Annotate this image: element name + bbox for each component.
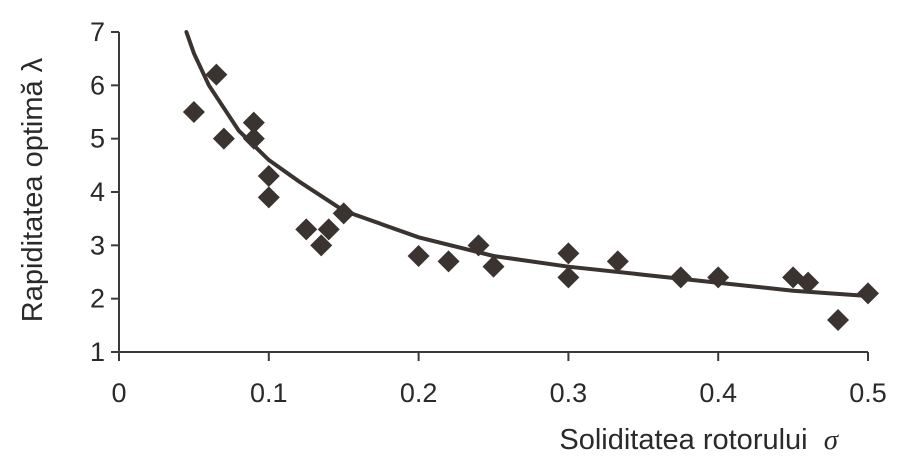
y-tick-label: 5 (90, 124, 105, 154)
x-axis-title-symbol: σ (824, 424, 840, 456)
data-point (827, 309, 849, 331)
data-point (243, 128, 265, 150)
data-point (258, 186, 280, 208)
data-point (607, 250, 629, 272)
y-tick-label: 1 (90, 337, 105, 367)
y-tick-label: 2 (90, 284, 105, 314)
trend-curve (186, 32, 868, 296)
x-axis-title: Soliditatea rotorului σ (559, 424, 839, 456)
data-point (213, 128, 235, 150)
data-point (557, 266, 579, 288)
x-tick-label: 0.1 (250, 378, 288, 408)
x-tick-label: 0.4 (699, 378, 737, 408)
data-point (408, 245, 430, 267)
x-tick-label: 0.3 (550, 378, 588, 408)
x-tick-label: 0 (111, 378, 126, 408)
data-point (183, 101, 205, 123)
data-point (258, 165, 280, 187)
data-point (670, 266, 692, 288)
x-axis-title-text: Soliditatea rotorului (559, 424, 807, 456)
y-tick-label: 6 (90, 70, 105, 100)
data-point (295, 218, 317, 240)
y-tick-label: 4 (90, 177, 105, 207)
data-point (857, 282, 879, 304)
x-tick-label: 0.5 (849, 378, 887, 408)
data-point (557, 242, 579, 264)
x-tick-label: 0.2 (400, 378, 438, 408)
plot-area (183, 32, 879, 331)
y-tick-label: 3 (90, 230, 105, 260)
y-tick-label: 7 (90, 17, 105, 47)
y-axis-title: Rapiditatea optimă λ (17, 57, 49, 322)
data-point (438, 250, 460, 272)
